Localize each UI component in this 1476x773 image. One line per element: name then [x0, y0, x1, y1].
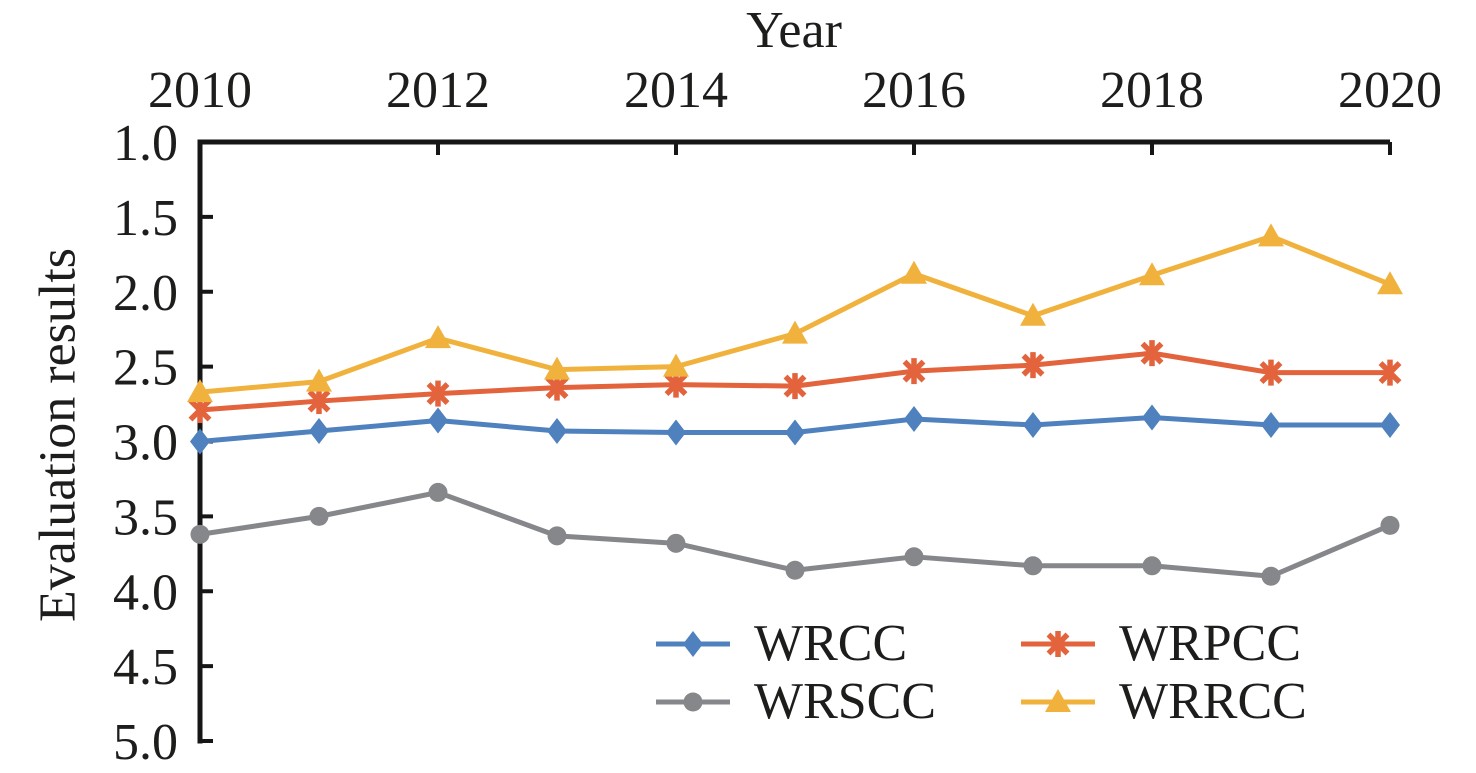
circle-marker	[1142, 556, 1162, 576]
x-tick-label: 2018	[1100, 62, 1204, 119]
y-tick-label: 4.0	[113, 564, 178, 621]
triangle-marker	[1139, 262, 1165, 286]
circle-marker	[666, 533, 686, 553]
diamond-marker	[1142, 404, 1162, 431]
triangle-marker	[663, 353, 689, 377]
triangle-marker	[901, 260, 927, 284]
legend-item-WRPCC: WRPCC	[1021, 618, 1307, 670]
circle-marker	[309, 506, 329, 526]
triangle-marker	[306, 368, 332, 392]
series-WRCC	[190, 404, 1400, 455]
diamond-marker	[190, 428, 210, 455]
series-WRSCC	[190, 482, 1400, 586]
legend-item-WRCC: WRCC	[656, 618, 1021, 670]
triangle-legend-marker-icon	[1021, 689, 1095, 712]
y-tick-label: 2.5	[113, 340, 178, 397]
diamond-marker	[1023, 412, 1043, 439]
x-axis-title: Year	[746, 2, 842, 59]
x-tick-label: 2010	[148, 62, 252, 119]
asterisk-marker	[902, 358, 926, 385]
legend-label: WRPCC	[1119, 615, 1302, 672]
x-tick-label: 2014	[624, 62, 728, 119]
asterisk-marker	[1046, 631, 1070, 657]
asterisk-marker	[426, 380, 450, 407]
circle-legend-marker-icon	[656, 692, 730, 712]
x-tick-label: 2020	[1338, 62, 1442, 119]
legend-item-WRRCC: WRRCC	[1021, 676, 1307, 728]
y-tick-label: 3.0	[113, 415, 178, 472]
x-tick-label: 2012	[386, 62, 490, 119]
circle-marker	[1380, 515, 1400, 535]
diamond-legend-marker-icon	[656, 631, 730, 657]
circle-marker	[785, 560, 805, 580]
series-WRRCC	[187, 223, 1403, 403]
circle-marker	[547, 526, 567, 546]
circle-marker	[683, 692, 703, 712]
diamond-marker	[547, 418, 567, 445]
legend: WRCC WRPCC WRSCC WRRCC	[656, 615, 1307, 731]
legend-label: WRSCC	[754, 673, 937, 730]
circle-marker	[904, 547, 924, 567]
circle-marker	[1023, 556, 1043, 576]
triangle-marker	[425, 325, 451, 349]
y-tick-label: 5.0	[113, 714, 178, 771]
legend-label: WRRCC	[1119, 673, 1307, 730]
diamond-marker	[1261, 412, 1281, 439]
diamond-marker	[428, 407, 448, 434]
series-line-WRRCC	[197, 233, 1393, 395]
diamond-marker	[904, 406, 924, 433]
triangle-marker	[1020, 302, 1046, 326]
diamond-marker	[785, 419, 805, 446]
y-tick-label: 1.0	[113, 115, 178, 172]
asterisk-marker	[1140, 340, 1164, 367]
asterisk-marker	[307, 388, 331, 415]
series-WRPCC	[188, 340, 1402, 424]
asterisk-marker	[1259, 359, 1283, 386]
triangle-marker	[187, 379, 213, 403]
diamond-marker	[666, 419, 686, 446]
circle-marker	[1261, 566, 1281, 586]
asterisk-marker	[1021, 352, 1045, 379]
triangle-marker	[1258, 223, 1284, 247]
diamond-marker	[683, 631, 703, 657]
triangle-marker	[782, 320, 808, 344]
triangle-marker	[1045, 689, 1071, 712]
asterisk-marker	[783, 373, 807, 400]
y-tick-label: 4.5	[113, 639, 178, 696]
y-tick-label: 1.5	[113, 190, 178, 247]
y-tick-label: 2.0	[113, 265, 178, 322]
circle-marker	[190, 524, 210, 544]
triangle-marker	[544, 356, 570, 380]
circle-marker	[428, 482, 448, 502]
triangle-marker	[1377, 271, 1403, 295]
diamond-marker	[1380, 412, 1400, 439]
legend-item-WRSCC: WRSCC	[656, 676, 1021, 728]
asterisk-legend-marker-icon	[1021, 631, 1095, 657]
legend-label: WRCC	[754, 615, 908, 672]
diamond-marker	[309, 418, 329, 445]
y-tick-label: 3.5	[113, 489, 178, 546]
asterisk-marker	[1378, 359, 1402, 386]
x-tick-label: 2016	[862, 62, 966, 119]
